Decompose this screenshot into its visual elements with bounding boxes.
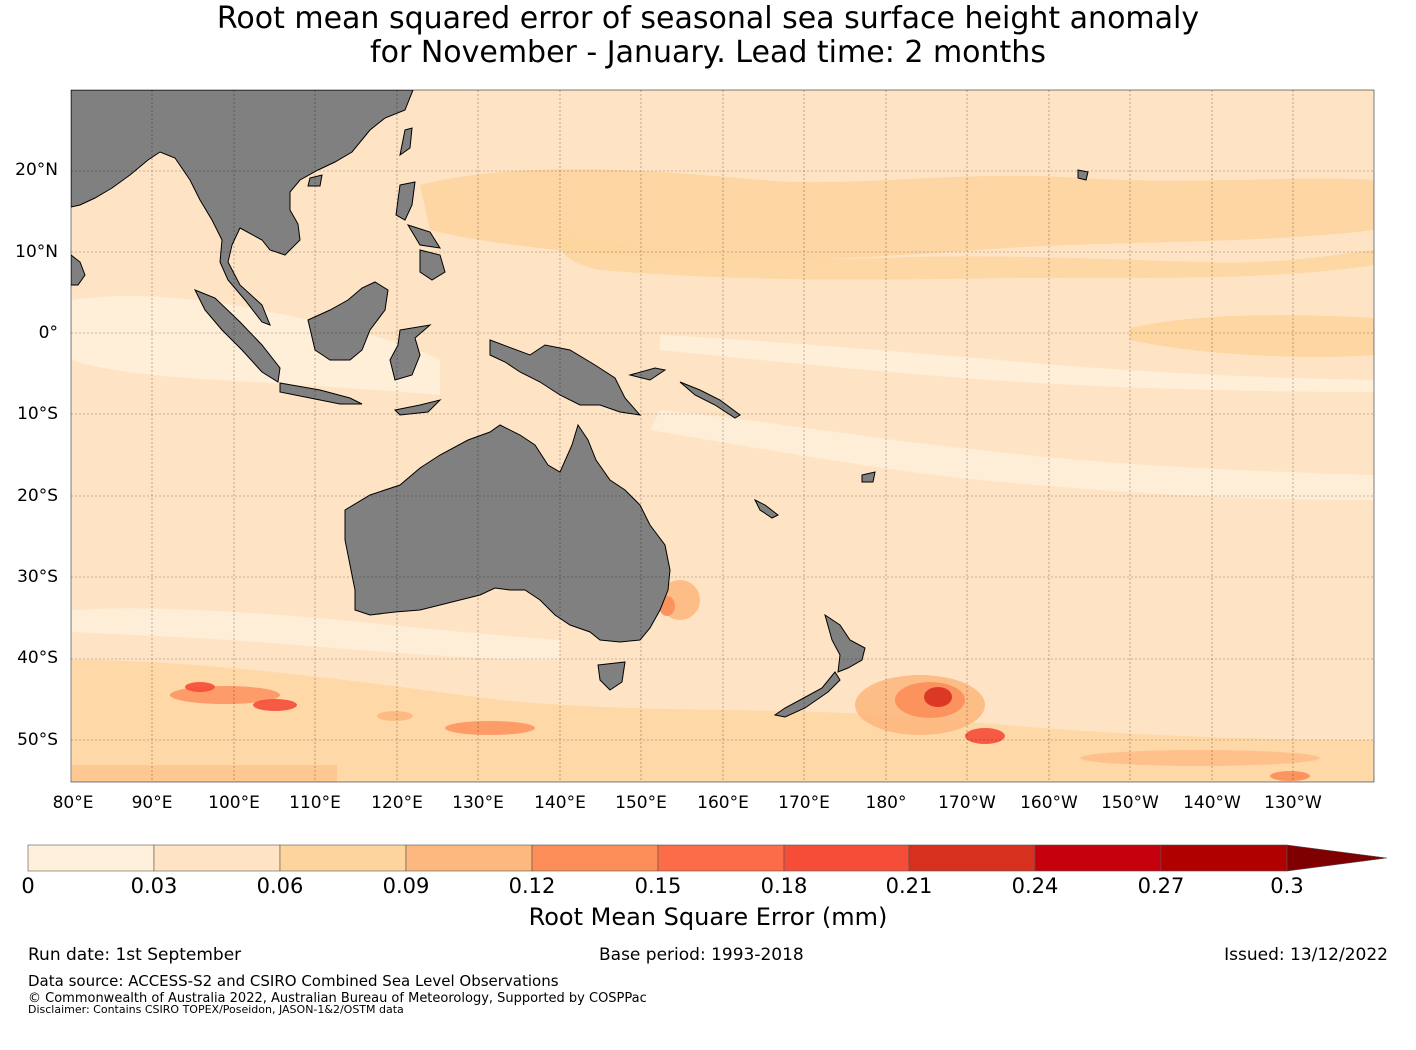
land-new-britain: [628, 367, 667, 381]
lon-label-130e: 130°E: [452, 793, 504, 813]
lon-label-140w: 140°W: [1183, 793, 1241, 813]
hotspot-edge-noise: [72, 765, 337, 782]
hotspot-indian-2: [253, 699, 297, 711]
land-nz-north: [824, 613, 866, 673]
lon-label-140e: 140°E: [534, 793, 586, 813]
rmse-region-south-pacific-light: [650, 410, 1374, 500]
colorbar-bin-6: [783, 844, 910, 872]
land-sulawesi: [389, 324, 432, 381]
lon-label-120e: 120°E: [371, 793, 423, 813]
lon-label-150w: 150°W: [1101, 793, 1159, 813]
chart-title: Root mean squared error of seasonal sea …: [0, 2, 1416, 70]
colorbar-bin-5: [657, 844, 785, 872]
base-period: Base period: 1993-2018: [599, 945, 804, 965]
land-philippines-luzon: [395, 181, 416, 221]
hotspot-nz-core: [924, 687, 952, 707]
hotspot-indian-4: [445, 721, 535, 735]
colorbar-tick-4: 0.12: [508, 874, 556, 898]
title-line-1: Root mean squared error of seasonal sea …: [216, 1, 1200, 36]
land-tasmania: [597, 661, 626, 691]
land-philippines-mindanao: [419, 249, 446, 281]
lon-label-150e: 150°E: [615, 793, 667, 813]
hotspot-subtropical-front: [1080, 750, 1320, 766]
lat-label-0: 0°: [38, 323, 58, 343]
lon-label-160e: 160°E: [697, 793, 749, 813]
land-philippines-visayas: [406, 224, 441, 249]
lon-label-130w: 130°W: [1264, 793, 1322, 813]
hotspot-indian-3: [185, 682, 215, 692]
data-source: Data source: ACCESS-S2 and CSIRO Combine…: [28, 972, 559, 990]
land-asia: [71, 90, 414, 326]
land-nz-south: [773, 671, 841, 718]
rmse-region-north-pacific: [420, 169, 1374, 260]
colorbar-bin-4: [531, 844, 659, 872]
copyright: © Commonwealth of Australia 2022, Austra…: [28, 991, 647, 1006]
land-india-tip: [71, 254, 86, 286]
land-solomon: [679, 381, 741, 419]
rmse-region-equatorial-light: [660, 335, 1374, 392]
land-sumatra: [193, 289, 281, 383]
run-date: Run date: 1st September: [28, 945, 242, 965]
lon-label-100e: 100°E: [208, 793, 260, 813]
colorbar-bin-9: [1160, 844, 1288, 872]
lat-label-50s: 50°S: [17, 730, 58, 750]
land-taiwan: [399, 127, 413, 157]
disclaimer: Disclaimer: Contains CSIRO TOPEX/Poseido…: [28, 1003, 404, 1016]
colorbar-bin-0: [27, 844, 155, 872]
lon-label-80e: 80°E: [52, 793, 94, 813]
colorbar-tick-5: 0.15: [634, 874, 682, 898]
issued-date: Issued: 13/12/2022: [1224, 945, 1388, 965]
land-masses: [71, 90, 1089, 718]
land-borneo: [307, 281, 389, 361]
colorbar-tick-10: 0.3: [1270, 874, 1304, 898]
land-timor: [393, 399, 442, 416]
lat-label-40s: 40°S: [17, 648, 58, 668]
hotspot-far-southeast: [1270, 771, 1310, 781]
land-hainan: [307, 174, 323, 187]
lat-label-30s: 30°S: [17, 567, 58, 587]
colorbar-bin-1: [153, 844, 281, 872]
colorbar-extend-arrow: [1286, 844, 1388, 872]
colorbar-bin-2: [279, 844, 407, 872]
lon-label-90e: 90°E: [131, 793, 173, 813]
hotspot-nz-south: [965, 728, 1005, 744]
land-java: [279, 382, 363, 405]
rmse-region-central-pacific: [560, 235, 1374, 280]
colorbar-tick-9: 0.27: [1137, 874, 1185, 898]
rmse-region-indian-light: [72, 608, 560, 660]
rmse-region-southern-ocean: [72, 660, 1374, 782]
colorbar-tick-1: 0.03: [130, 874, 178, 898]
map-frame: [70, 89, 1375, 783]
lat-label-20s: 20°S: [17, 486, 58, 506]
lat-label-10s: 10°S: [17, 404, 58, 424]
colorbar-tick-6: 0.18: [760, 874, 808, 898]
land-new-guinea: [489, 339, 642, 416]
hotspot-indian-5: [377, 711, 413, 721]
rmse-region-equatorial: [1130, 315, 1374, 357]
colorbar-bin-3: [405, 844, 533, 872]
gridlines: [71, 90, 1374, 782]
title-line-2: for November - January. Lead time: 2 mon…: [370, 35, 1046, 70]
colorbar: [27, 844, 1388, 872]
land-fiji: [861, 471, 876, 483]
lon-label-110e: 110°E: [289, 793, 341, 813]
colorbar-tick-8: 0.24: [1011, 874, 1059, 898]
lon-label-170e: 170°E: [778, 793, 830, 813]
lat-label-10n: 10°N: [15, 242, 58, 262]
land-new-caledonia: [753, 498, 779, 519]
lon-label-170w: 170°W: [938, 793, 996, 813]
land-australia: [344, 423, 671, 643]
colorbar-label: Root Mean Square Error (mm): [528, 903, 888, 931]
colorbar-bin-8: [1034, 844, 1162, 872]
lon-label-180: 180°: [865, 793, 907, 813]
colorbar-tick-2: 0.06: [256, 874, 304, 898]
land-hawaii: [1077, 169, 1089, 181]
lon-label-160w: 160°W: [1020, 793, 1078, 813]
colorbar-tick-3: 0.09: [382, 874, 430, 898]
colorbar-tick-7: 0.21: [885, 874, 933, 898]
colorbar-bin-7: [908, 844, 1036, 872]
lat-label-20n: 20°N: [15, 160, 58, 180]
colorbar-tick-0: 0: [21, 874, 35, 898]
